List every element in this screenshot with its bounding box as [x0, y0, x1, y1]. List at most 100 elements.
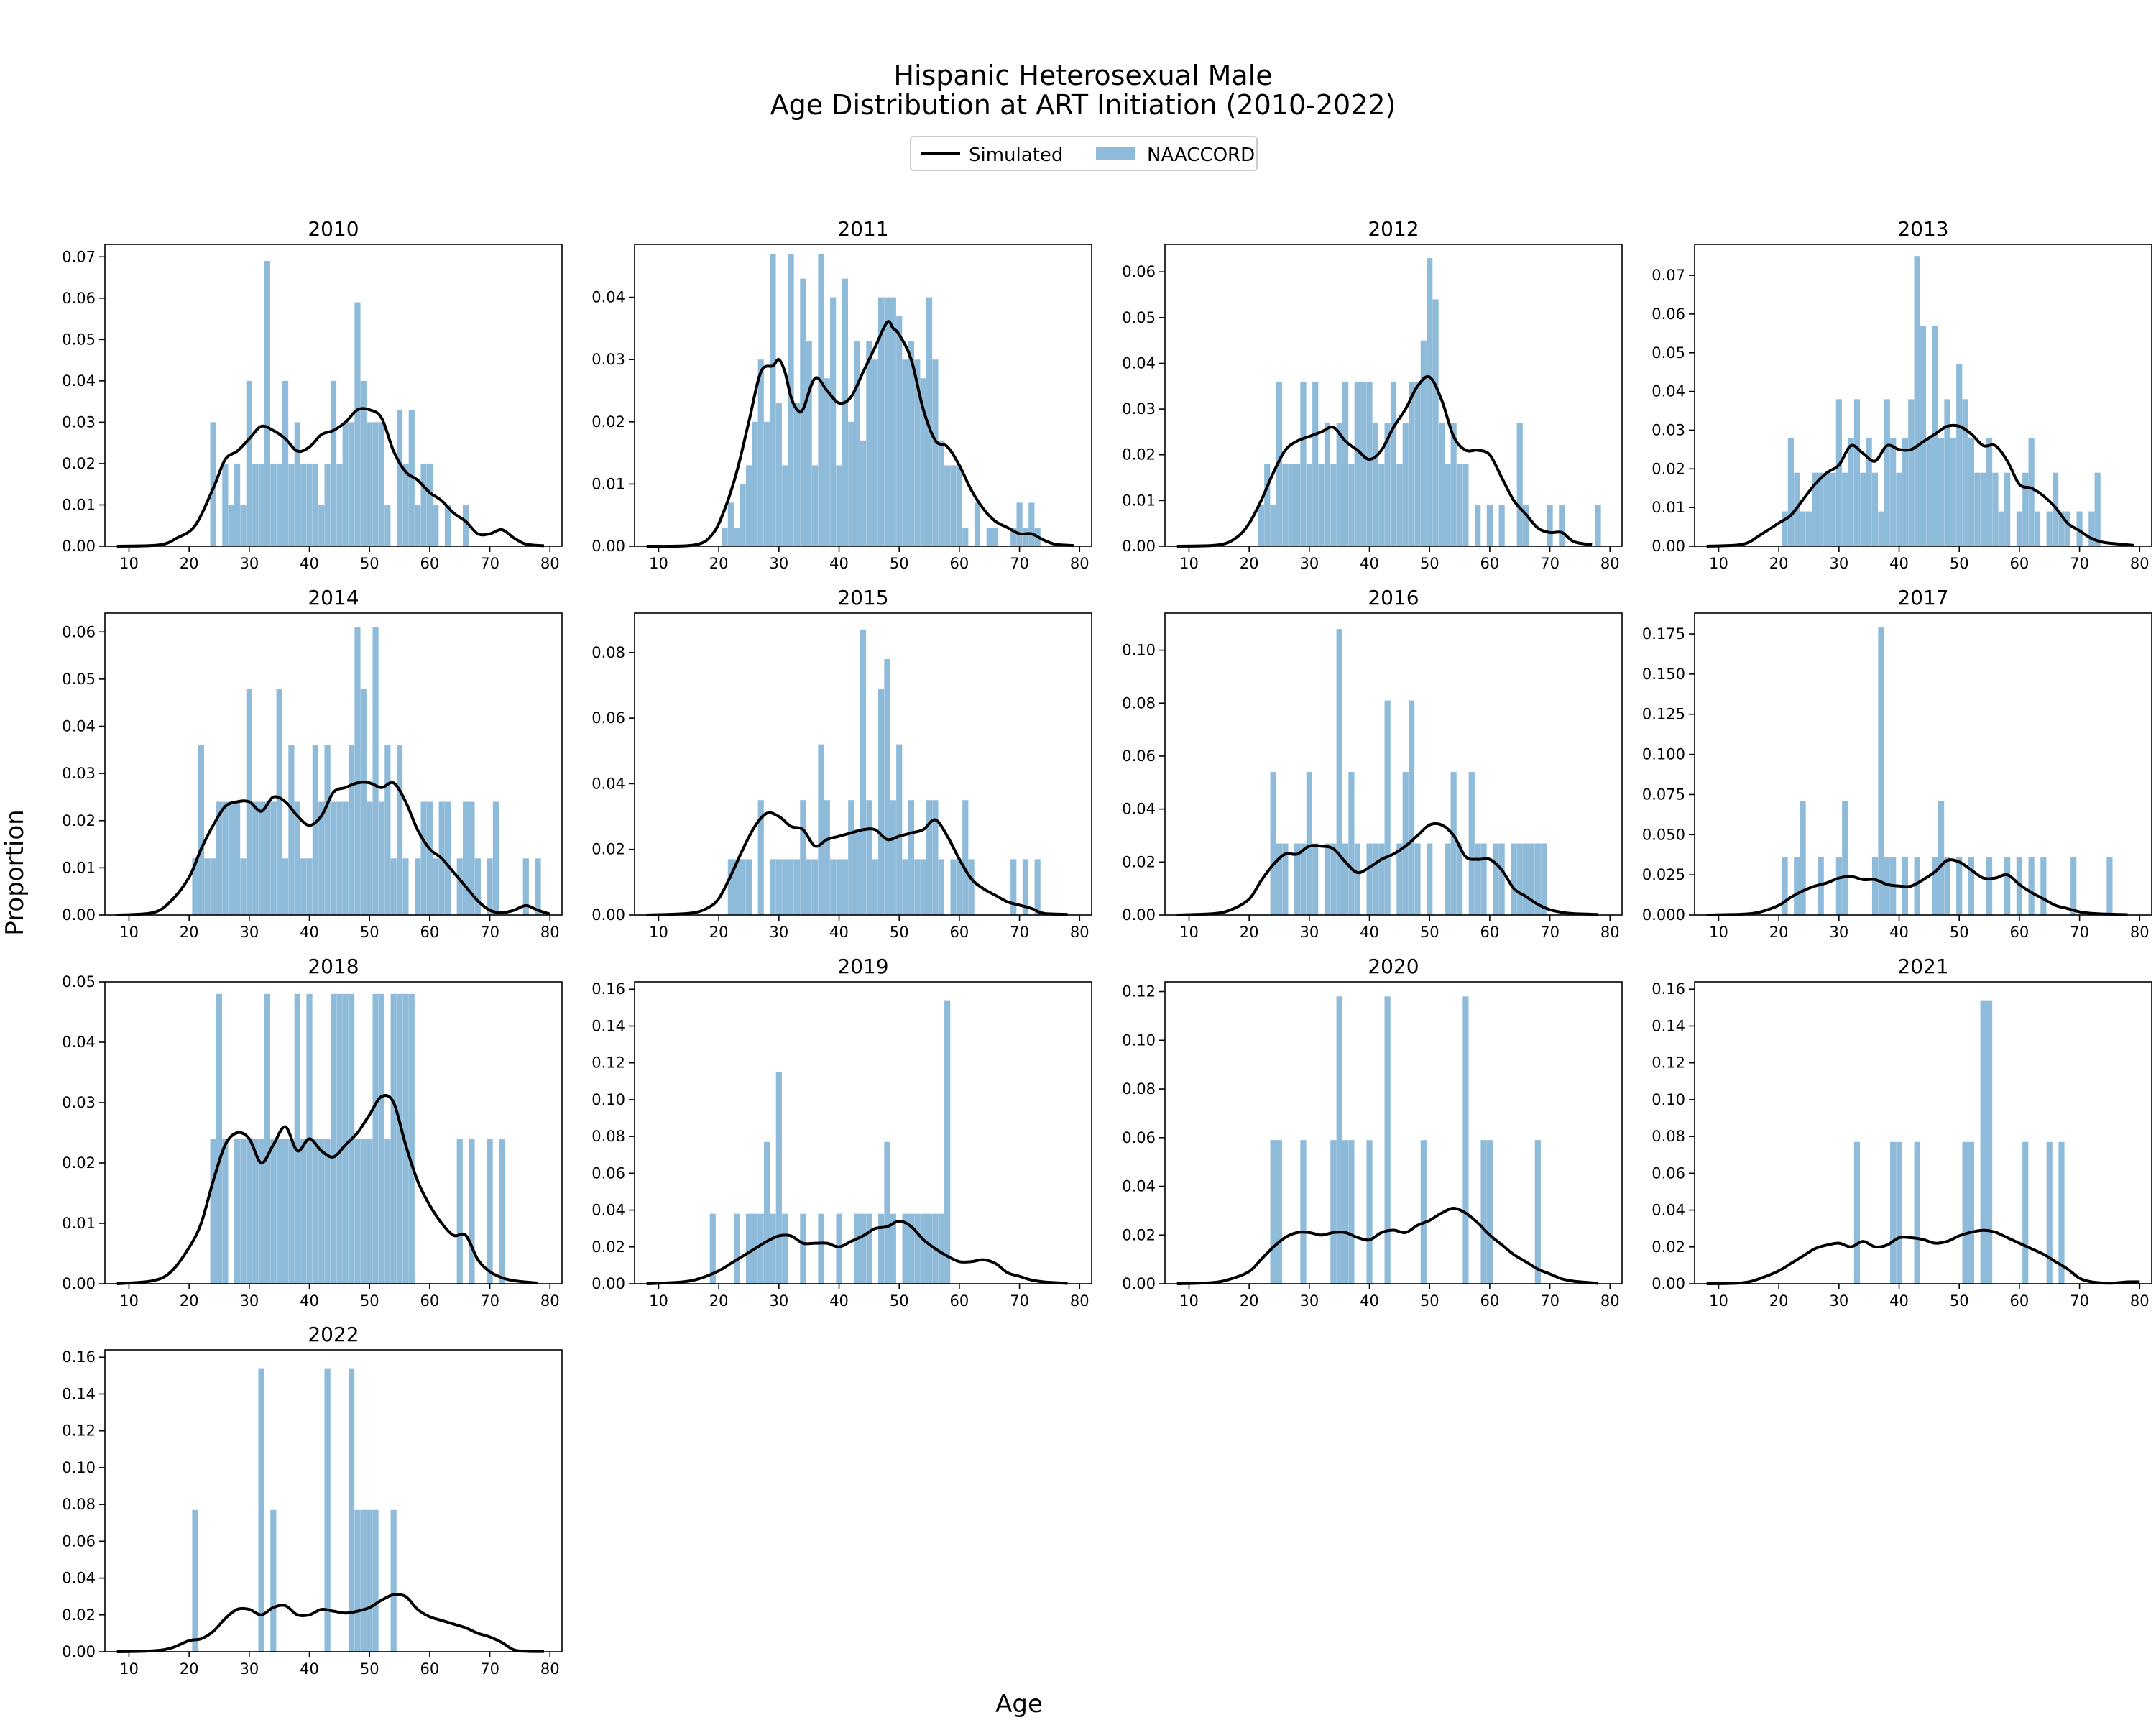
y-tick-label: 0.08 [62, 1496, 96, 1513]
bar [1896, 1141, 1902, 1284]
x-tick-label: 20 [1769, 555, 1789, 572]
simulated-line [116, 781, 550, 916]
bar [745, 1213, 752, 1284]
bar [324, 1138, 331, 1284]
bar [228, 505, 234, 546]
y-tick-label: 0.04 [1122, 354, 1156, 372]
bar [709, 1213, 716, 1284]
bar [1986, 857, 1993, 915]
bar [1432, 299, 1439, 546]
simulated-line [646, 1219, 1068, 1285]
bar [300, 1138, 307, 1284]
bar [1270, 1140, 1276, 1284]
bar [240, 858, 247, 915]
bar [349, 745, 355, 915]
bar [974, 502, 981, 546]
bar [848, 800, 854, 915]
y-tick-label: 0.00 [1651, 1275, 1685, 1292]
bar [288, 1138, 295, 1284]
bar [264, 261, 271, 546]
bar [300, 463, 307, 546]
x-tick-label: 30 [239, 1292, 259, 1310]
bar [770, 859, 776, 915]
bar [210, 858, 216, 915]
bar [499, 1138, 505, 1284]
x-tick-label: 60 [1480, 555, 1500, 572]
bar [1547, 505, 1553, 546]
axes-frame [1164, 244, 1623, 547]
bar [210, 1138, 216, 1284]
bar [914, 1213, 921, 1284]
y-tick-label: 0.10 [1651, 1091, 1685, 1108]
panel-2016: 2016 10 20 30 40 50 60 70 80 0.00 0.02 0.04 0.06 0.08… [1122, 586, 1623, 941]
x-tick-label: 30 [1299, 555, 1319, 572]
bar [444, 505, 451, 546]
x-tick-label: 50 [890, 555, 909, 572]
y-tick-label: 0.08 [591, 1128, 625, 1145]
bar [1342, 381, 1349, 546]
y-tick-label: 0.06 [1651, 1164, 1685, 1182]
y-tick-label: 0.125 [1642, 706, 1685, 723]
x-tick-label: 20 [1769, 924, 1789, 941]
axes-frame [1164, 612, 1623, 916]
bar [926, 297, 933, 546]
y-tick-label: 0.04 [62, 718, 96, 735]
bar [1853, 399, 1861, 546]
x-tick-label: 70 [480, 924, 499, 941]
bar [782, 1213, 788, 1284]
bar [402, 993, 409, 1284]
bar [276, 689, 282, 915]
bar [956, 465, 962, 546]
bar [764, 421, 770, 546]
bar [866, 341, 872, 546]
x-tick-label: 70 [480, 1292, 499, 1310]
bar [872, 859, 878, 915]
bar [734, 1213, 740, 1284]
simulated-line [1706, 1228, 2140, 1285]
bar [252, 801, 259, 915]
bar [1908, 399, 1915, 546]
bar [2094, 472, 2101, 546]
bar [240, 1138, 247, 1284]
x-tick-label: 80 [1070, 1292, 1089, 1310]
x-tick-label: 10 [649, 555, 668, 572]
bar [252, 1138, 259, 1284]
y-tick-label: 0.00 [62, 1275, 96, 1292]
x-tick-label: 30 [1829, 1292, 1848, 1310]
y-tick-label: 0.04 [62, 372, 96, 390]
bar [752, 421, 758, 546]
panel-title: 2018 [308, 954, 359, 978]
bar [800, 800, 806, 915]
bar [962, 528, 969, 546]
x-tick-label: 80 [540, 555, 560, 572]
bar [1878, 511, 1884, 546]
bar [782, 859, 788, 915]
bar [228, 801, 234, 915]
bar [775, 859, 782, 915]
bar [463, 801, 469, 915]
bar [2058, 511, 2065, 546]
bar [258, 1138, 264, 1284]
bar [734, 528, 740, 546]
x-tick-label: 50 [890, 924, 909, 941]
x-tick-label: 40 [300, 1292, 319, 1310]
y-tick-label: 0.03 [591, 351, 625, 368]
x-tick-label: 20 [180, 1292, 199, 1310]
bar [860, 440, 867, 546]
bar [1853, 1141, 1861, 1284]
x-tick-label: 40 [1360, 1292, 1379, 1310]
bar [367, 422, 373, 546]
y-tick-label: 0.00 [62, 1643, 96, 1660]
x-tick-label: 60 [950, 924, 969, 941]
bar [842, 278, 848, 546]
bar [1824, 472, 1830, 546]
bar [727, 502, 734, 546]
y-tick-label: 0.02 [62, 455, 96, 472]
x-tick-label: 40 [1360, 555, 1379, 572]
bar [926, 800, 933, 915]
bar [372, 1509, 379, 1652]
bar [890, 297, 896, 546]
bar [487, 858, 493, 915]
y-tick-label: 0.05 [62, 331, 96, 348]
